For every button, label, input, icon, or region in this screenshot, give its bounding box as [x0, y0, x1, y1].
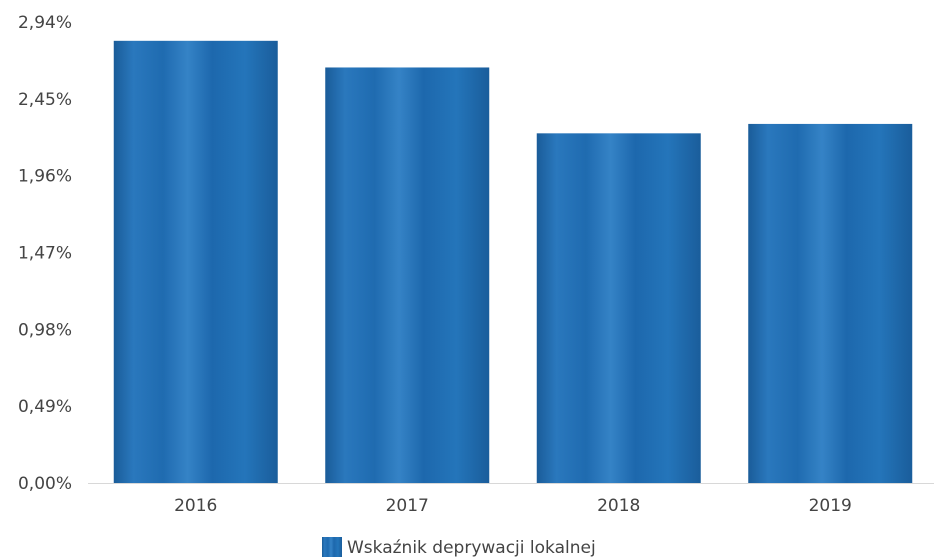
- x-tick-label: 2019: [809, 496, 852, 516]
- legend: Wskaźnik deprywacji lokalnej: [322, 537, 596, 558]
- y-tick-label: 0,49%: [18, 397, 72, 417]
- bar-2018: [536, 133, 701, 483]
- x-tick-label: 2016: [174, 496, 217, 516]
- x-axis: 2016 2017 2018 2019: [174, 496, 852, 516]
- y-tick-label: 2,94%: [18, 13, 72, 33]
- y-tick-label: 0,00%: [18, 474, 72, 494]
- y-tick-label: 2,45%: [18, 90, 72, 110]
- x-tick-label: 2018: [597, 496, 640, 516]
- y-tick-label: 1,47%: [18, 244, 72, 264]
- y-tick-label: 0,98%: [18, 320, 72, 340]
- y-axis: 0,00% 0,49% 0,98% 1,47% 1,96% 2,45% 2,94…: [18, 13, 72, 494]
- bar-2019: [748, 123, 913, 484]
- y-tick-label: 1,96%: [18, 167, 72, 187]
- x-tick-label: 2017: [386, 496, 429, 516]
- bar-2016: [113, 40, 278, 484]
- bar-2017: [325, 67, 490, 484]
- legend-swatch: [322, 537, 342, 557]
- bars-group: [113, 40, 913, 484]
- legend-label: Wskaźnik deprywacji lokalnej: [347, 538, 596, 558]
